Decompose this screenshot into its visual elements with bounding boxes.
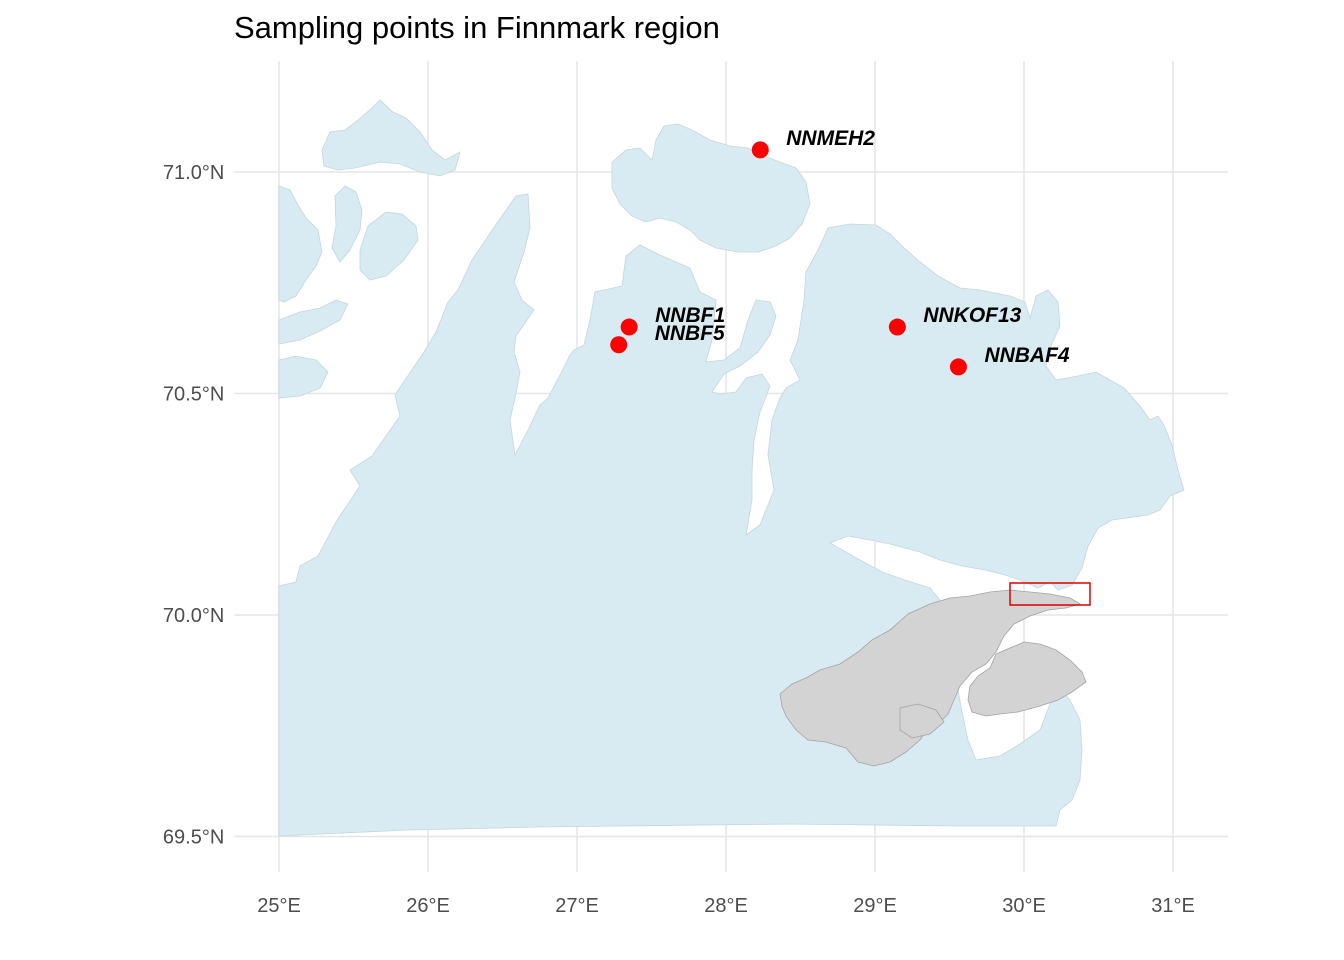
island-west-4 (359, 211, 419, 281)
island-west-2 (278, 185, 323, 303)
sampling-point-label: NNBAF4 (984, 344, 1069, 367)
x-tick-label: 27°E (555, 895, 599, 917)
landmass (278, 99, 1185, 837)
island-west-6 (278, 355, 329, 399)
x-tick-label: 31°E (1151, 895, 1195, 917)
y-tick-label: 71.0°N (163, 162, 224, 184)
sampling-point-marker (949, 358, 967, 376)
land-mainland (278, 193, 1185, 837)
island-mageroya (611, 123, 811, 253)
map-title: Sampling points in Finnmark region (234, 10, 720, 45)
sampling-point-marker (610, 336, 628, 354)
sampling-point-label: NNBF5 (655, 322, 725, 345)
x-tick-label: 28°E (704, 895, 748, 917)
x-tick-label: 29°E (853, 895, 897, 917)
x-axis-tick-labels: 25°E 26°E 27°E 28°E 29°E 30°E 31°E (257, 895, 1195, 917)
sampling-point-marker (620, 318, 638, 336)
inset-norway-sweden (779, 589, 1081, 767)
y-tick-label: 70.0°N (163, 605, 224, 627)
island-west-1 (321, 99, 461, 177)
sampling-point-label: NNBF1 (655, 304, 725, 327)
y-axis-tick-labels: 71.0°N 70.5°N 70.0°N 69.5°N (163, 162, 224, 849)
x-tick-label: 30°E (1002, 895, 1046, 917)
scandinavia-inset-map (779, 582, 1091, 767)
sampling-point-marker (751, 141, 769, 159)
island-west-3 (331, 185, 363, 263)
x-tick-label: 25°E (257, 895, 301, 917)
inset-region-box (1009, 582, 1091, 606)
x-tick-label: 26°E (406, 895, 450, 917)
inset-finland (967, 641, 1087, 717)
inset-coast-detail (899, 703, 945, 739)
sampling-point-label: NNMEH2 (786, 127, 875, 150)
island-west-5 (278, 299, 349, 345)
sampling-point-label: NNKOF13 (923, 304, 1021, 327)
y-tick-label: 70.5°N (163, 384, 224, 406)
y-tick-label: 69.5°N (163, 827, 224, 849)
sampling-point-marker (888, 318, 906, 336)
